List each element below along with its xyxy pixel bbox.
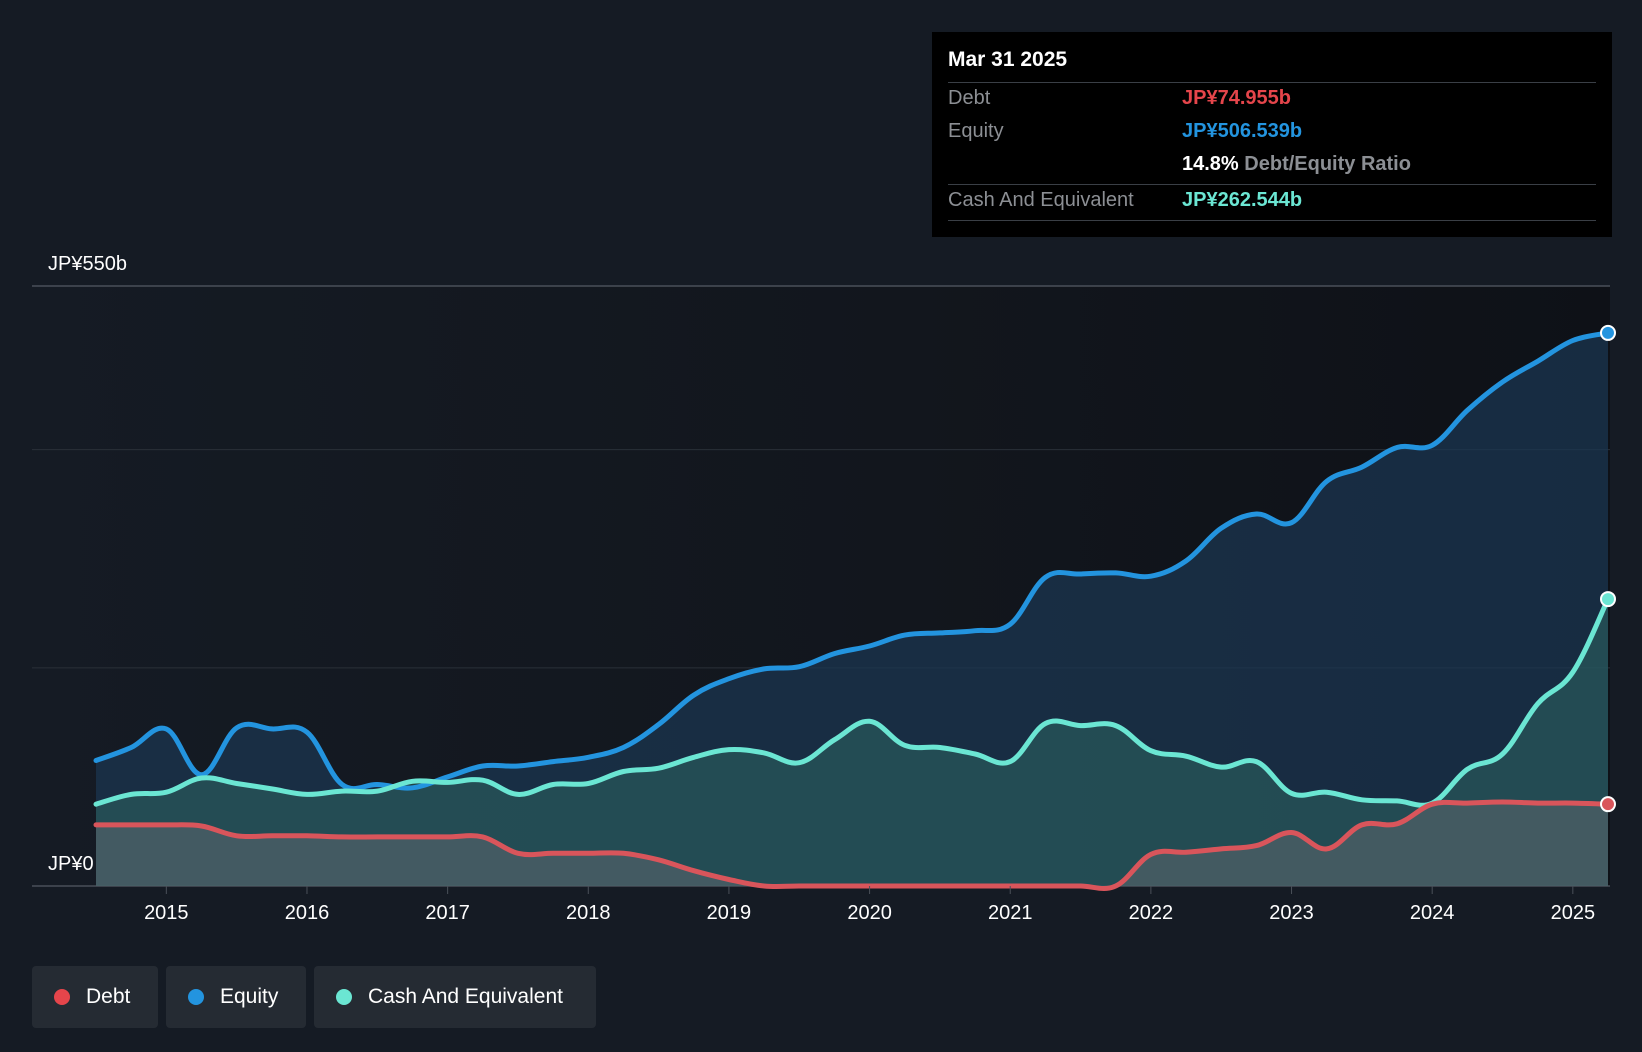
legend-item-debt[interactable]: Debt [32,966,158,1028]
debt-endpoint[interactable] [1600,796,1616,813]
x-tick-label-2021: 2021 [988,902,1033,924]
x-tick-label-2015: 2015 [144,902,189,924]
y-axis-bottom-label: JP¥0 [48,853,94,875]
x-tick-label-2024: 2024 [1410,902,1455,924]
debt-line [93,799,1611,892]
tooltip-equity-label: Equity [948,120,1004,142]
x-tick-label-2022: 2022 [1129,902,1174,924]
debt-area [96,802,1608,889]
tooltip-ratio-label: Debt/Equity Ratio [1244,153,1411,175]
x-tick-label-2017: 2017 [425,902,470,924]
cash-dot-icon [336,989,352,1005]
equity-dot-icon [188,989,204,1005]
tooltip-ratio-value: 14.8% [1182,153,1239,175]
tooltip-cash-value: JP¥262.544b [1182,189,1303,211]
x-tick-label-2023: 2023 [1269,902,1314,924]
cash-area [96,599,1608,886]
tooltip-date: Mar 31 2025 [948,48,1068,71]
tooltip-equity-row: Equity JP¥506.539b [948,116,1596,150]
x-tick-label-2016: 2016 [285,902,330,924]
x-tick-label-2020: 2020 [847,902,892,924]
tooltip-debt-label: Debt [948,87,991,109]
x-tick-label-2019: 2019 [707,902,752,924]
tooltip-cash-label: Cash And Equivalent [948,189,1134,211]
y-axis-top-label: JP¥550b [48,253,127,275]
legend-cash-label: Cash And Equivalent [368,985,563,1008]
x-tick-label-2025: 2025 [1551,902,1596,924]
tooltip-ratio: 14.8% Debt/Equity Ratio [1182,153,1411,176]
legend-debt-label: Debt [86,985,131,1008]
cash-endpoint[interactable] [1600,591,1616,608]
legend-equity-label: Equity [220,985,279,1008]
tooltip-equity-value: JP¥506.539b [1182,120,1303,142]
legend-item-cash[interactable]: Cash And Equivalent [314,966,596,1028]
x-tick-label-2018: 2018 [566,902,611,924]
equity-endpoint[interactable] [1600,324,1616,341]
tooltip-divider [948,220,1596,221]
equity-area [96,332,1608,886]
equity-line [93,330,1611,792]
legend-item-equity[interactable]: Equity [166,966,306,1028]
tooltip-cash-row: Cash And Equivalent JP¥262.544b [948,184,1596,219]
debt-dot-icon [54,989,70,1005]
tooltip-debt-value: JP¥74.955b [1182,87,1291,109]
tooltip-debt-row: Debt JP¥74.955b [948,82,1596,117]
tooltip-panel: Mar 31 2025 Debt JP¥74.955b Equity JP¥50… [932,32,1612,237]
cash-line [93,596,1611,808]
